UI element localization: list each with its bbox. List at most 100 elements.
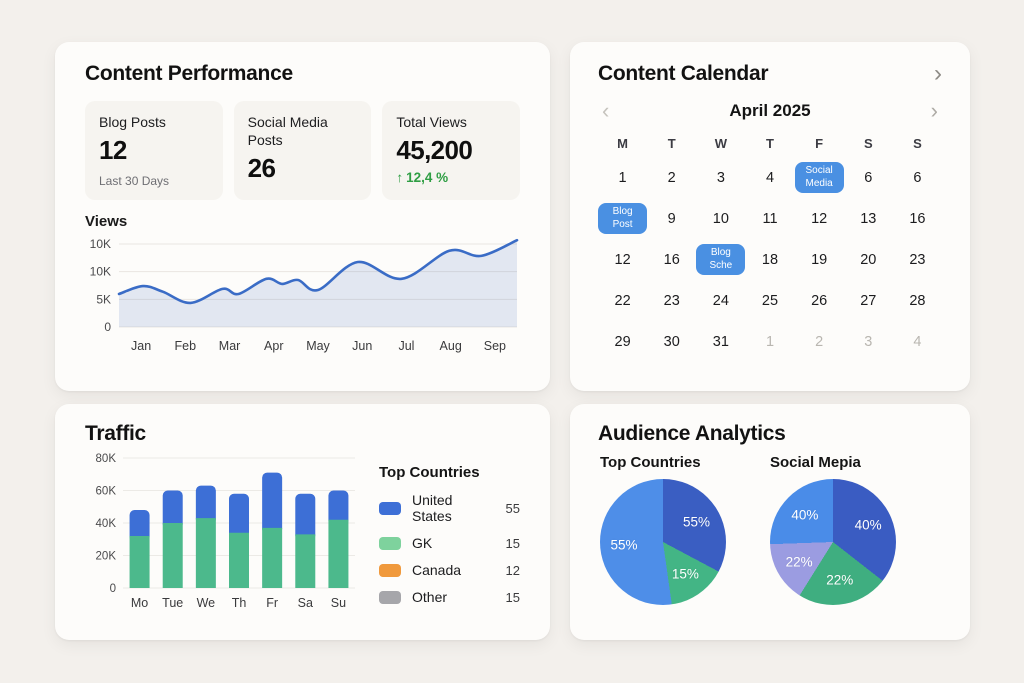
- pie-slice-label: 40%: [854, 517, 882, 533]
- calendar-grid: M T W T F S S 1 2 3 4 Social Media 6 6 Blog Post 9 10 11 1…: [598, 132, 942, 361]
- svg-text:Mar: Mar: [219, 339, 241, 353]
- event-badge[interactable]: Blog Sche: [696, 244, 746, 275]
- legend-value: 55: [505, 500, 520, 516]
- calendar-day[interactable]: 12: [598, 240, 647, 279]
- calendar-day[interactable]: 30: [647, 322, 696, 361]
- chevron-right-icon[interactable]: ›: [934, 60, 942, 87]
- legend-swatch: [379, 590, 401, 604]
- svg-text:We: We: [197, 596, 216, 610]
- calendar-day[interactable]: 22: [598, 281, 647, 320]
- svg-text:Mo: Mo: [131, 596, 148, 610]
- svg-text:Su: Su: [331, 596, 346, 610]
- calendar-day[interactable]: 31: [696, 322, 745, 361]
- pie-slice-label: 40%: [791, 507, 819, 523]
- chevron-right-icon[interactable]: ›: [930, 98, 938, 123]
- calendar-day[interactable]: 9: [647, 199, 696, 238]
- day-number: 12: [811, 210, 828, 227]
- svg-text:Apr: Apr: [264, 339, 283, 353]
- legend-swatch: [379, 563, 401, 577]
- pie-block-top-countries: Top Countries 55% 15% 55%: [600, 454, 726, 605]
- day-number: 12: [614, 251, 631, 268]
- calendar-day[interactable]: 4: [893, 322, 942, 361]
- calendar-weekday-header: W: [714, 136, 727, 151]
- calendar-day[interactable]: 26: [795, 281, 844, 320]
- day-number: 4: [765, 169, 775, 186]
- pie-slice-label: 22%: [785, 554, 813, 570]
- calendar-day[interactable]: 27: [844, 281, 893, 320]
- calendar-day[interactable]: 25: [745, 281, 794, 320]
- svg-text:0: 0: [110, 583, 116, 595]
- svg-text:Feb: Feb: [175, 339, 197, 353]
- legend-title: Top Countries: [379, 464, 480, 481]
- calendar-weekday-header: T: [667, 136, 676, 151]
- calendar-day[interactable]: 23: [893, 240, 942, 279]
- day-number: 11: [762, 210, 778, 227]
- calendar-day[interactable]: 29: [598, 322, 647, 361]
- stat-tile-total-views: Total Views 45,200 ↑ 12,4 %: [382, 101, 521, 201]
- svg-text:80K: 80K: [96, 453, 117, 465]
- stat-value: 26: [247, 153, 276, 184]
- day-number: 20: [860, 251, 877, 268]
- legend-value: 15: [505, 535, 520, 551]
- event-badge[interactable]: Social Media: [794, 162, 844, 193]
- day-number: 16: [663, 251, 680, 268]
- svg-text:Jan: Jan: [131, 339, 151, 353]
- top-countries-pie-chart: 55% 15% 55%: [600, 479, 726, 605]
- chevron-left-icon[interactable]: ‹: [602, 98, 610, 123]
- calendar-event-badge-cell[interactable]: Blog Sche: [696, 240, 746, 279]
- calendar-day[interactable]: 23: [647, 281, 696, 320]
- pie-title: Top Countries: [600, 454, 701, 471]
- calendar-weekday-header: T: [766, 136, 774, 151]
- legend-label: Canada: [412, 562, 462, 578]
- calendar-day[interactable]: 1: [745, 322, 794, 361]
- calendar-day[interactable]: 18: [745, 240, 794, 279]
- calendar-day[interactable]: 3: [696, 158, 745, 197]
- svg-text:Fr: Fr: [266, 596, 278, 610]
- day-number: 25: [761, 292, 779, 309]
- legend-value: 12: [505, 562, 520, 578]
- legend-label: Other: [412, 589, 448, 605]
- arrow-up-icon: ↑: [396, 170, 404, 186]
- pie-title: Social Mepia: [770, 454, 861, 471]
- calendar-event-badge-cell[interactable]: Social Media: [794, 158, 844, 197]
- card-title-performance: Content Performance: [85, 62, 293, 85]
- calendar-event-badge-cell[interactable]: Blog Post: [598, 199, 648, 238]
- svg-text:40K: 40K: [96, 518, 117, 530]
- legend-rows: United States 55 GK 15 Canada 12 Other 15: [379, 492, 520, 605]
- calendar-day[interactable]: 2: [647, 158, 696, 197]
- day-number: 2: [667, 169, 676, 186]
- calendar-day[interactable]: 13: [844, 199, 893, 238]
- calendar-day[interactable]: 28: [893, 281, 942, 320]
- event-badge[interactable]: Blog Post: [598, 203, 648, 234]
- content-performance-card: Content Performance Blog Posts 12 Last 3…: [55, 42, 550, 391]
- day-number: 13: [860, 210, 877, 227]
- traffic-stacked-bar-chart: 80K 60K 40K 20K 0 Mo Tue We Th Fr Sa Su: [96, 453, 355, 610]
- calendar-day[interactable]: 1: [598, 158, 647, 197]
- pie-slice-label: 55%: [682, 514, 710, 530]
- card-title-calendar: Content Calendar: [598, 62, 769, 85]
- calendar-day[interactable]: 6: [844, 158, 893, 197]
- stat-tiles: Blog Posts 12 Last 30 Days Social Media …: [85, 101, 521, 201]
- calendar-day[interactable]: 12: [795, 199, 844, 238]
- calendar-day[interactable]: 6: [893, 158, 942, 197]
- stat-tile-social-posts: Social Media Posts 26: [233, 101, 372, 201]
- day-number: 3: [864, 333, 873, 350]
- calendar-day[interactable]: 19: [795, 240, 844, 279]
- svg-text:Sep: Sep: [484, 339, 506, 353]
- day-number: 4: [913, 333, 922, 350]
- calendar-day[interactable]: 16: [647, 240, 696, 279]
- traffic-legend: Top Countries United States 55 GK 15 Canada 1…: [379, 464, 520, 616]
- calendar-day[interactable]: 24: [696, 281, 745, 320]
- calendar-day[interactable]: 4: [745, 158, 794, 197]
- calendar-day[interactable]: 16: [893, 199, 942, 238]
- calendar-day[interactable]: 20: [844, 240, 893, 279]
- stat-label: Total Views: [396, 114, 467, 130]
- stat-subtext: Last 30 Days: [99, 174, 170, 189]
- day-number: 31: [712, 333, 729, 350]
- calendar-day[interactable]: 3: [844, 322, 893, 361]
- calendar-day[interactable]: 10: [696, 199, 745, 238]
- legend-swatch: [379, 536, 401, 550]
- svg-text:Sa: Sa: [298, 596, 313, 610]
- calendar-day[interactable]: 11: [745, 199, 794, 238]
- calendar-day[interactable]: 2: [795, 322, 844, 361]
